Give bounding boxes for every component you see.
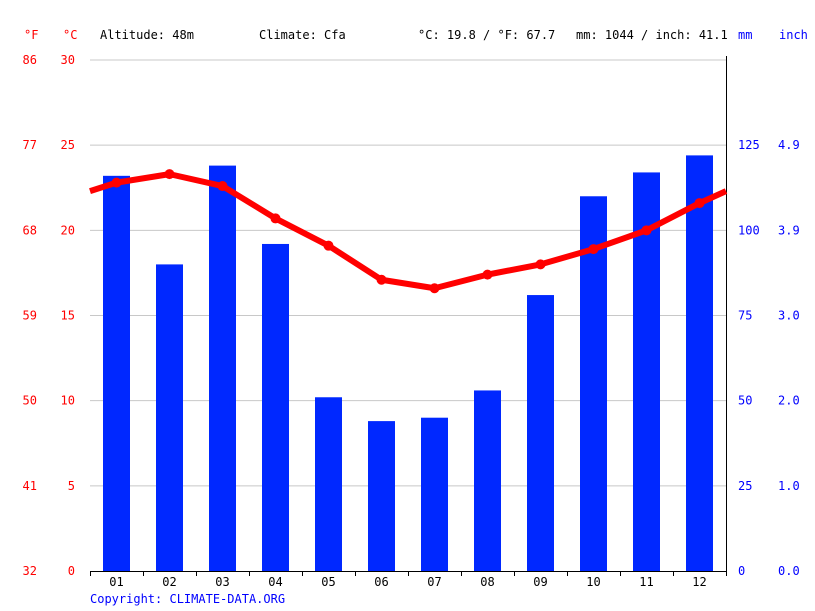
fahrenheit-tick-label: 59 <box>23 309 37 323</box>
precipitation-bar-12 <box>686 155 713 572</box>
precipitation-bar-05 <box>315 397 342 571</box>
fahrenheit-unit-label: °F <box>24 28 39 42</box>
fahrenheit-tick-label: 50 <box>23 394 37 408</box>
month-label-01: 01 <box>109 575 123 589</box>
celsius-tick-label: 30 <box>61 53 75 67</box>
temperature-point-03 <box>217 181 228 192</box>
inch-tick-label: 3.0 <box>778 309 800 323</box>
fahrenheit-tick-label: 86 <box>23 53 37 67</box>
precipitation-bar-06 <box>368 421 395 571</box>
temperature-point-05 <box>323 240 334 251</box>
mm-tick-label: 125 <box>738 138 760 152</box>
precipitation-bar-07 <box>421 417 448 571</box>
month-label-06: 06 <box>374 575 388 589</box>
temperature-point-01 <box>111 177 122 188</box>
celsius-tick-label: 0 <box>68 564 75 578</box>
fahrenheit-tick-label: 32 <box>23 564 37 578</box>
temperature-line <box>89 171 728 292</box>
celsius-tick-label: 15 <box>61 309 75 323</box>
celsius-unit-label: °C <box>63 28 78 42</box>
temperature-point-09 <box>535 259 546 270</box>
temperature-point-02 <box>164 169 175 180</box>
temperature-point-04 <box>270 213 281 224</box>
month-label-08: 08 <box>480 575 494 589</box>
month-label-03: 03 <box>215 575 229 589</box>
temperature-point-12 <box>694 198 705 209</box>
month-label-12: 12 <box>692 575 706 589</box>
month-label-04: 04 <box>268 575 282 589</box>
copyright-link[interactable]: Copyright: CLIMATE-DATA.ORG <box>90 592 286 606</box>
inch-tick-label: 2.0 <box>778 394 800 408</box>
mm-tick-label: 75 <box>738 309 752 323</box>
temperature-point-07 <box>429 283 440 294</box>
inch-tick-label: 3.9 <box>778 223 800 237</box>
precipitation-bar-08 <box>474 390 501 571</box>
altitude-label: Altitude: 48m <box>100 28 194 42</box>
average-temperature-label: °C: 19.8 / °F: 67.7 <box>418 28 556 42</box>
inch-tick-label: 0.0 <box>778 564 800 578</box>
precipitation-bar-11 <box>633 172 660 572</box>
mm-tick-label: 25 <box>738 479 752 493</box>
celsius-tick-label: 25 <box>61 138 75 152</box>
annual-precipitation-label: mm: 1044 / inch: 41.1 <box>576 28 728 42</box>
inch-unit-label: inch <box>779 28 808 42</box>
mm-tick-label: 50 <box>738 394 752 408</box>
temperature-point-11 <box>641 225 652 236</box>
mm-tick-label: 100 <box>738 223 760 237</box>
precipitation-bar-01 <box>103 175 130 571</box>
inch-tick-label: 4.9 <box>778 138 800 152</box>
precipitation-bar-02 <box>156 264 183 571</box>
month-label-10: 10 <box>586 575 600 589</box>
month-label-02: 02 <box>162 575 176 589</box>
inch-tick-label: 1.0 <box>778 479 800 493</box>
fahrenheit-tick-label: 68 <box>23 223 37 237</box>
celsius-tick-label: 20 <box>61 223 75 237</box>
temperature-point-06 <box>376 274 387 285</box>
climate-label: Climate: Cfa <box>259 28 346 42</box>
precipitation-bar-09 <box>527 295 554 571</box>
month-label-11: 11 <box>639 575 653 589</box>
temperature-point-10 <box>588 244 599 255</box>
fahrenheit-tick-label: 77 <box>23 138 37 152</box>
temperature-point-08 <box>482 269 493 280</box>
mm-tick-label: 0 <box>738 564 745 578</box>
month-label-07: 07 <box>427 575 441 589</box>
month-label-09: 09 <box>533 575 547 589</box>
celsius-tick-label: 5 <box>68 479 75 493</box>
precipitation-bar-10 <box>580 196 607 571</box>
month-label-05: 05 <box>321 575 335 589</box>
precipitation-bar-04 <box>262 243 289 571</box>
celsius-tick-label: 10 <box>61 394 75 408</box>
precipitation-bar-03 <box>209 165 236 571</box>
mm-unit-label: mm <box>738 28 753 42</box>
fahrenheit-tick-label: 41 <box>23 479 37 493</box>
